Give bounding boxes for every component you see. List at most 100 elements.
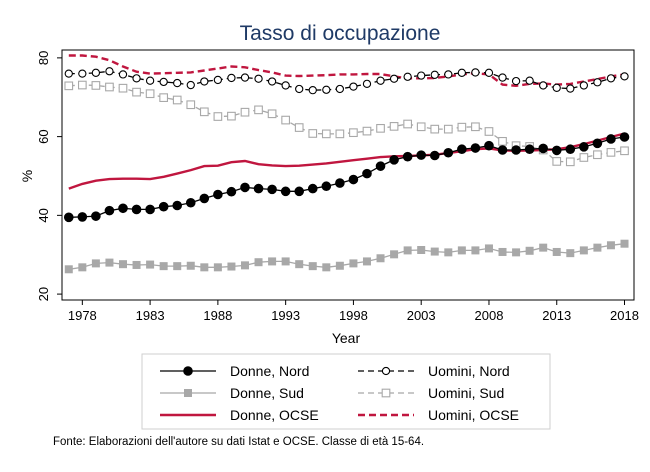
data-point-donne-nord (362, 168, 372, 179)
y-tick-label: 20 (36, 287, 51, 301)
data-point-uomini-sud (254, 105, 263, 115)
data-point-donne-sud (268, 257, 277, 266)
data-point-donne-nord (592, 138, 603, 149)
data-point-uomini-sud (389, 122, 399, 131)
data-point-donne-nord (348, 174, 359, 185)
data-point-uomini-nord (322, 85, 331, 94)
data-point-donne-nord (199, 193, 210, 204)
source-note: Fonte: Elaborazioni dell'autore su dati … (53, 436, 425, 448)
legend-item-uomini-sud: Uomini, Sud (358, 385, 504, 401)
data-point-uomini-nord (498, 73, 507, 82)
data-point-uomini-sud (362, 126, 372, 136)
data-point-donne-sud (620, 239, 629, 248)
data-point-donne-nord (497, 145, 508, 155)
data-point-donne-sud (498, 247, 507, 256)
data-point-uomini-nord (200, 77, 209, 86)
data-point-uomini-nord (511, 76, 521, 86)
data-point-donne-nord (185, 197, 196, 208)
data-point-donne-nord (429, 150, 440, 161)
legend-label: Uomini, Sud (428, 385, 504, 401)
data-point-donne-sud (254, 258, 263, 267)
x-tick-label: 1983 (136, 308, 165, 323)
data-point-donne-nord (104, 205, 115, 216)
x-tick-label: 1988 (203, 308, 232, 323)
data-point-uomini-sud (403, 119, 412, 129)
data-point-uomini-sud (186, 100, 196, 110)
data-point-donne-nord (280, 186, 291, 197)
y-tick-label: 80 (36, 51, 51, 65)
data-point-uomini-sud (227, 111, 236, 121)
legend-marker (381, 366, 391, 376)
data-point-donne-nord (416, 150, 426, 160)
data-point-uomini-sud (321, 129, 331, 139)
data-point-donne-sud (118, 260, 127, 269)
data-point-uomini-sud (335, 129, 345, 139)
data-point-uomini-sud (308, 129, 318, 138)
data-point-uomini-nord (118, 70, 128, 79)
data-point-uomini-nord (213, 75, 223, 85)
data-point-uomini-nord (227, 73, 236, 83)
data-point-uomini-sud (118, 83, 128, 93)
data-point-donne-sud (349, 259, 358, 268)
data-point-donne-nord (172, 200, 183, 211)
data-point-donne-sud (539, 243, 548, 252)
legend-box (141, 353, 551, 430)
data-point-uomini-sud (294, 123, 304, 132)
data-point-donne-nord (307, 183, 318, 194)
legend-item-donne-ocse: Donne, OCSE (160, 407, 319, 423)
data-point-donne-sud (579, 246, 588, 255)
data-point-donne-nord (240, 182, 250, 193)
legend-item-uomini-ocse: Uomini, OCSE (358, 407, 519, 423)
x-tick-label: 2003 (407, 308, 436, 323)
legend-marker (184, 389, 192, 397)
legend-label: Uomini, OCSE (428, 407, 519, 423)
data-point-donne-sud (552, 247, 561, 256)
data-point-donne-sud (566, 249, 575, 258)
data-point-uomini-nord (267, 77, 277, 86)
series-donne-sud (64, 239, 629, 274)
legend-label: Donne, Sud (230, 385, 304, 401)
data-point-uomini-nord (606, 74, 616, 83)
data-point-donne-nord (118, 203, 128, 214)
data-point-uomini-nord (457, 68, 467, 77)
data-point-uomini-nord (525, 76, 534, 85)
data-point-uomini-sud (593, 150, 602, 160)
data-point-uomini-nord (254, 74, 263, 83)
data-point-uomini-nord (91, 68, 101, 77)
data-point-uomini-sud (91, 81, 101, 90)
data-point-donne-nord (131, 204, 142, 215)
data-point-donne-sud (159, 262, 168, 271)
data-point-uomini-sud (132, 87, 141, 97)
data-point-donne-nord (267, 184, 277, 195)
data-point-donne-sud (525, 246, 534, 255)
x-axis: 1978 1983 1988 1993 1998 2003 2008 2013 2018 (68, 300, 639, 323)
data-point-uomini-nord (430, 70, 439, 79)
data-point-donne-sud (335, 261, 344, 270)
data-point-uomini-sud (267, 109, 277, 119)
data-point-uomini-nord (403, 72, 412, 81)
data-point-uomini-nord (471, 68, 480, 77)
data-point-uomini-sud (199, 107, 209, 117)
data-point-donne-nord (619, 132, 630, 142)
x-tick-label: 2013 (542, 308, 571, 323)
data-point-uomini-sud (64, 81, 74, 91)
data-point-uomini-nord (566, 84, 575, 93)
data-point-donne-nord (443, 147, 454, 158)
data-point-donne-sud (362, 257, 371, 266)
data-point-uomini-nord (159, 77, 168, 87)
data-point-uomini-sud (145, 89, 155, 99)
plot-area (61, 49, 635, 301)
data-point-uomini-nord (539, 81, 548, 90)
data-point-donne-nord (484, 140, 494, 151)
data-point-uomini-nord (295, 84, 304, 94)
data-point-donne-sud (457, 246, 466, 255)
legend-item-donne-nord: Donne, Nord (160, 363, 309, 379)
data-point-uomini-sud (484, 127, 494, 136)
data-point-donne-sud (146, 260, 155, 269)
chart-title: Tasso di occupazione (240, 22, 441, 45)
data-point-donne-nord (145, 204, 155, 215)
data-point-uomini-nord (444, 70, 453, 79)
data-point-uomini-sud (606, 148, 616, 157)
data-point-donne-sud (403, 246, 412, 255)
data-point-donne-sud (430, 247, 439, 256)
